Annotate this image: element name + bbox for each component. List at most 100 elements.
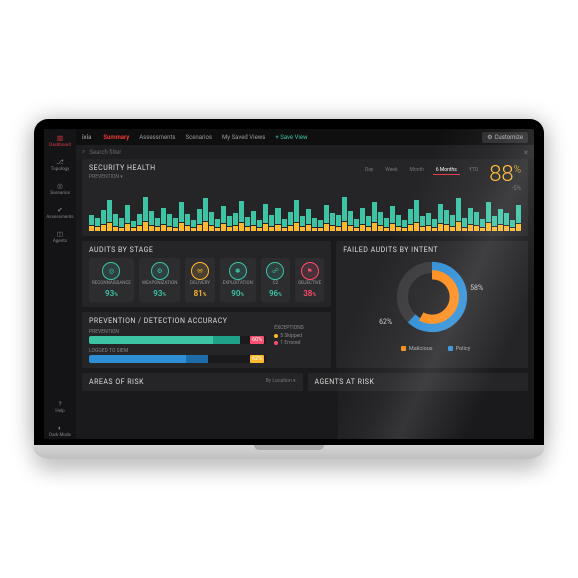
stage-pct: 38% <box>303 289 316 298</box>
stage-delivery[interactable]: ✉ Delivery 81% <box>185 258 214 302</box>
sidebar-item-label: Topology <box>51 168 69 173</box>
stage-icon: ◎ <box>102 262 120 280</box>
stage-icon: ⚑ <box>301 262 319 280</box>
stage-label: Reconnaissance <box>92 282 131 287</box>
stage-pct: 93% <box>105 289 118 298</box>
sidebar-item-label: Assessments <box>46 216 73 221</box>
exceptions-block: Exceptions 5 Skipped1 Errored <box>274 325 324 363</box>
stage-exploitation[interactable]: ✱ Exploitation 90% <box>220 258 256 302</box>
stage-icon: ✉ <box>191 262 209 280</box>
donut-label-malicious: 58% <box>470 284 483 292</box>
stage-c2[interactable]: ☍ C2 96% <box>261 258 290 302</box>
accuracy-row-prevention: Prevention 60% <box>89 329 266 344</box>
branch-icon: ⎇ <box>55 157 65 167</box>
sidebar-item-label: Scenarios <box>50 192 70 197</box>
check-icon: ✔ <box>55 205 65 215</box>
range-tab-month[interactable]: Month <box>407 166 427 175</box>
health-score: 88% -5% <box>489 164 521 192</box>
range-tab-day[interactable]: Day <box>362 166 376 175</box>
range-tab-week[interactable]: Week <box>382 166 400 175</box>
sidebar-item-label: Dashboard <box>49 144 71 149</box>
stage-icon: ⚙ <box>151 262 169 280</box>
customize-button[interactable]: ⚙ Customize <box>482 132 528 143</box>
tab-my-saved-views[interactable]: My Saved Views <box>222 134 265 141</box>
stage-weaponization[interactable]: ⚙ Weaponization 93% <box>139 258 180 302</box>
sidebar: ▥ Dashboard ⎇ Topology ◎ Scenarios ✔ Assess… <box>44 129 76 439</box>
tab-assessments[interactable]: Assessments <box>139 134 175 141</box>
range-tab-ytd[interactable]: YTD <box>466 166 481 175</box>
target-icon: ◎ <box>55 181 65 191</box>
bars-icon: ▥ <box>55 133 65 143</box>
moon-icon: ◐ <box>55 423 65 433</box>
sidebar-item-topology[interactable]: ⎇ Topology <box>46 157 74 173</box>
panel-areas-of-risk: Areas of Risk By Location ▾ <box>82 373 303 391</box>
stage-reconnaissance[interactable]: ◎ Reconnaissance 93% <box>89 258 134 302</box>
stage-pct: 93% <box>153 289 166 298</box>
stage-label: Delivery <box>190 282 210 287</box>
by-location-dropdown[interactable]: By Location ▾ <box>266 378 296 384</box>
accuracy-row-logged-to-siem: Logged to SIEM 62% <box>89 348 266 363</box>
stage-objective[interactable]: ⚑ Objective 38% <box>295 258 324 302</box>
customize-label: Customize <box>495 134 523 141</box>
topbar: ixia Summary Assessments Scenarios My Saved… <box>76 129 534 145</box>
stage-icon: ☍ <box>266 262 284 280</box>
sidebar-item-dashboard[interactable]: ▥ Dashboard <box>46 133 74 149</box>
stage-label: Objective <box>298 282 321 287</box>
tab-scenarios[interactable]: Scenarios <box>186 134 212 141</box>
failed-audits-title: Failed Audits by Intent <box>343 246 521 254</box>
accuracy-title: Prevention / Detection Accuracy <box>89 317 324 325</box>
exceptions-title: Exceptions <box>274 325 324 331</box>
security-health-sublabel: Prevention ▾ <box>89 174 354 180</box>
cube-icon: ◫ <box>55 229 65 239</box>
panel-security-health: Security Health Prevention ▾ Day Week Mont… <box>82 159 528 236</box>
laptop-base <box>34 445 544 459</box>
panel-agents-at-risk: Agents at Risk <box>308 373 529 391</box>
stage-icon: ✱ <box>229 262 247 280</box>
exception-errored: 1 Errored <box>274 340 324 347</box>
content: Security Health Prevention ▾ Day Week Mont… <box>76 159 534 439</box>
save-view-button[interactable]: + Save View <box>275 134 307 141</box>
sidebar-item-agents[interactable]: ◫ Agents <box>46 229 74 245</box>
stage-pct: 90% <box>231 289 244 298</box>
tab-summary[interactable]: Summary <box>103 134 129 141</box>
failed-audits-donut <box>393 258 471 336</box>
sidebar-item-label: Help <box>55 410 64 415</box>
stage-label: Weaponization <box>142 282 177 287</box>
failed-legend: Malicious Policy <box>394 346 470 352</box>
help-icon: ? <box>55 399 65 409</box>
sidebar-item-scenarios[interactable]: ◎ Scenarios <box>46 181 74 197</box>
main-area: ixia Summary Assessments Scenarios My Saved… <box>76 129 534 439</box>
stage-label: Exploitation <box>223 282 253 287</box>
stage-pct: 81% <box>194 289 207 298</box>
health-spark-chart <box>89 195 521 231</box>
time-range-tabs: Day Week Month 6 Months YTD <box>362 164 481 175</box>
agents-at-risk-title: Agents at Risk <box>315 378 375 386</box>
donut-label-policy: 62% <box>379 318 392 326</box>
legend-malicious: Malicious <box>394 346 433 352</box>
search-icon: ⌕ <box>82 148 85 156</box>
legend-policy: Policy <box>441 346 471 352</box>
range-tab-6-months[interactable]: 6 Months <box>433 166 460 175</box>
close-icon[interactable]: × <box>524 148 528 157</box>
panel-accuracy: Prevention / Detection Accuracy Preventi… <box>82 312 331 368</box>
brand-logo: ixia <box>82 134 91 141</box>
areas-of-risk-title: Areas of Risk <box>89 378 144 386</box>
stage-pct: 96% <box>269 289 282 298</box>
laptop-notch <box>254 445 324 450</box>
audits-by-stage-title: Audits by Stage <box>89 246 324 254</box>
sidebar-item-help[interactable]: ? Help <box>46 399 74 415</box>
sidebar-item-label: Agents <box>53 240 67 245</box>
sidebar-item-dark-mode[interactable]: ◐ Dark Mode <box>46 423 74 439</box>
search-placeholder: Search filter <box>89 149 121 156</box>
exception-skipped: 5 Skipped <box>274 333 324 340</box>
app-root: ▥ Dashboard ⎇ Topology ◎ Scenarios ✔ Assess… <box>44 129 534 439</box>
security-health-title: Security Health <box>89 164 354 172</box>
gear-icon: ⚙ <box>487 134 492 141</box>
sidebar-item-label: Dark Mode <box>49 434 71 439</box>
panel-audits-by-stage: Audits by Stage ◎ Reconnaissance 93%⚙ We… <box>82 241 331 307</box>
panel-failed-audits: Failed Audits by Intent <box>336 241 528 368</box>
stage-label: C2 <box>273 282 278 287</box>
screen: ▥ Dashboard ⎇ Topology ◎ Scenarios ✔ Assess… <box>44 129 534 439</box>
search-bar[interactable]: ⌕ Search filter × <box>76 145 534 159</box>
sidebar-item-assessments[interactable]: ✔ Assessments <box>46 205 74 221</box>
